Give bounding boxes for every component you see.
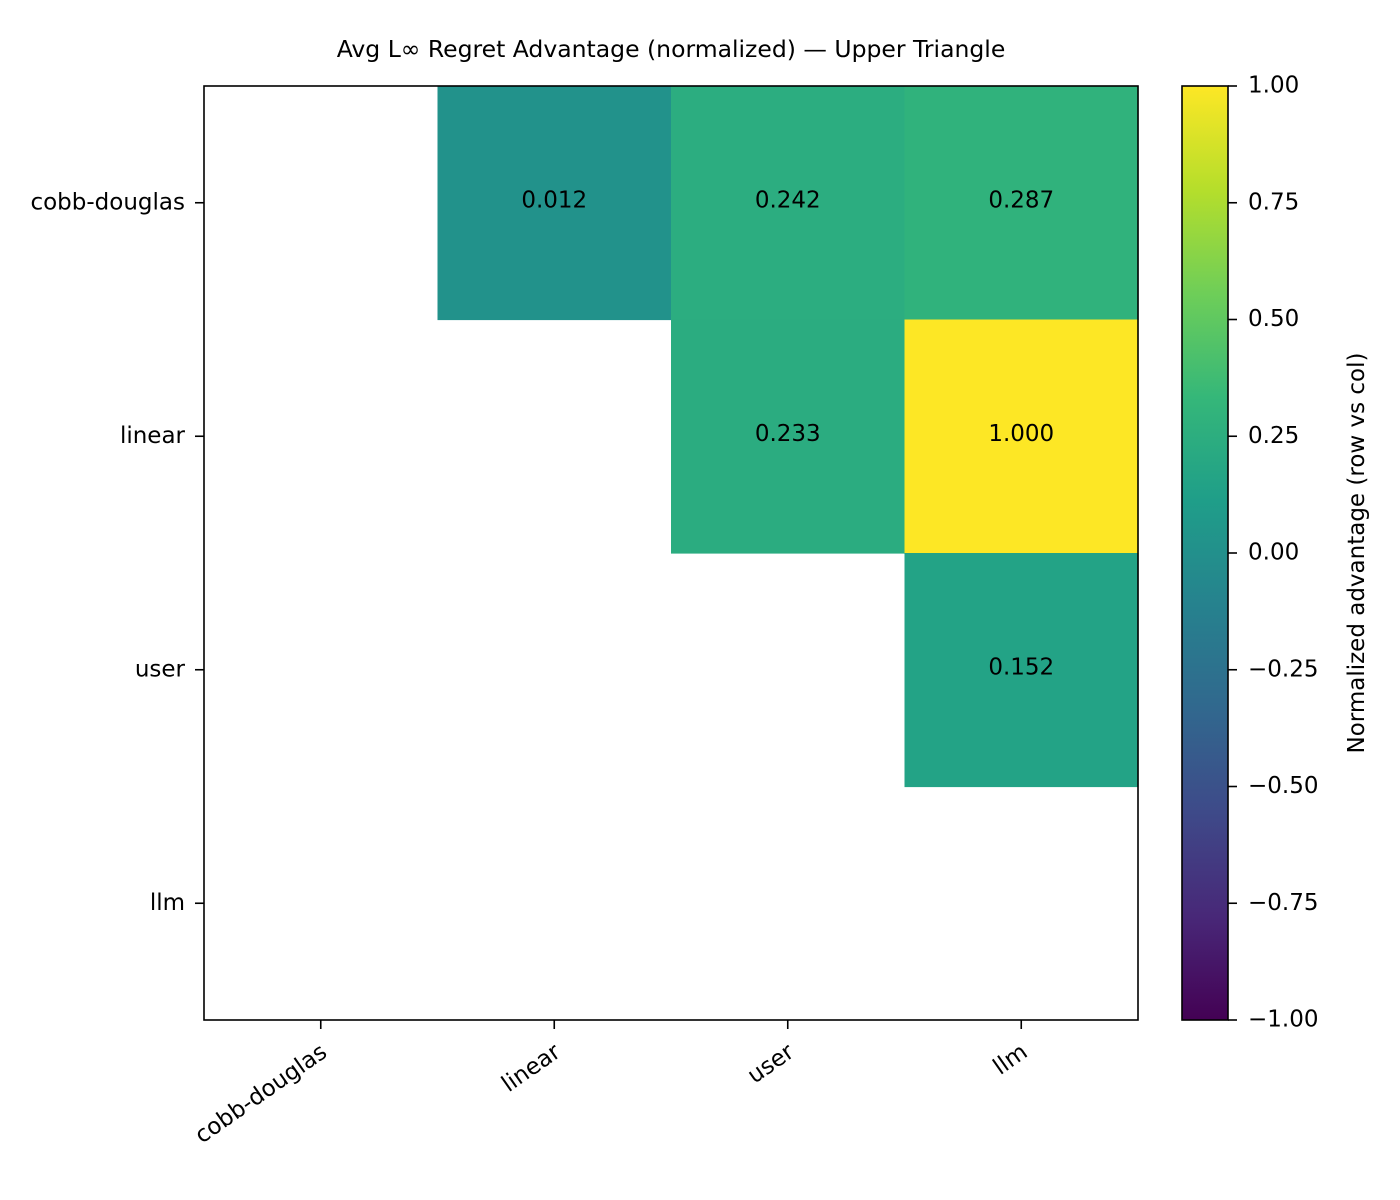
- heatmap-cell: [671, 319, 906, 554]
- colorbar-tick-label: −1.00: [1248, 1007, 1318, 1033]
- y-tick-label: user: [135, 656, 186, 682]
- x-axis: cobb-douglas linear user llm: [190, 1020, 1032, 1149]
- colorbar-tick-label: 1.00: [1248, 73, 1299, 99]
- colorbar-tick-label: −0.50: [1248, 773, 1318, 799]
- colorbar-tick-label: −0.75: [1248, 890, 1318, 916]
- cell-value-label: 0.287: [988, 187, 1054, 213]
- colorbar-tick-label: 0.00: [1248, 540, 1299, 566]
- heatmap-cell: [904, 319, 1139, 554]
- colorbar-ticks: 1.00 0.75 0.50 0.25 0.00 −0.25 −0.50 −0.75 −1.00: [1228, 73, 1318, 1033]
- colorbar-tick-label: 0.25: [1248, 423, 1299, 449]
- cell-value-label: 0.233: [755, 421, 821, 447]
- y-tick-label: cobb-douglas: [30, 189, 185, 215]
- heatmap-cell: [437, 86, 672, 321]
- x-tick-label: user: [743, 1039, 799, 1089]
- heatmap-cell: [904, 553, 1139, 788]
- y-axis: cobb-douglas linear user llm: [30, 189, 204, 916]
- colorbar-label: Normalized advantage (row vs col): [1344, 353, 1370, 754]
- heatmap-cells: [437, 86, 1139, 788]
- x-tick-label: llm: [989, 1039, 1033, 1080]
- y-tick-label: llm: [150, 890, 185, 916]
- cell-value-label: 1.000: [988, 421, 1054, 447]
- x-tick-label: linear: [497, 1039, 566, 1098]
- y-tick-label: linear: [120, 423, 186, 449]
- chart-title: Avg L∞ Regret Advantage (normalized) — U…: [337, 35, 1006, 63]
- cell-value-label: 0.012: [521, 187, 587, 213]
- heatmap-cell: [904, 86, 1139, 321]
- cell-value-label: 0.152: [988, 654, 1054, 680]
- colorbar-tick-label: 0.75: [1248, 189, 1299, 215]
- cell-value-label: 0.242: [755, 187, 821, 213]
- colorbar: [1182, 86, 1228, 1020]
- heatmap-cell: [671, 86, 906, 321]
- colorbar-tick-label: −0.25: [1248, 656, 1318, 682]
- plot-frame: [203, 85, 1139, 1021]
- heatmap-cell-labels: 0.012 0.242 0.287 0.233 1.000 0.152: [521, 187, 1054, 680]
- colorbar-tick-label: 0.50: [1248, 306, 1299, 332]
- x-tick-label: cobb-douglas: [190, 1039, 331, 1149]
